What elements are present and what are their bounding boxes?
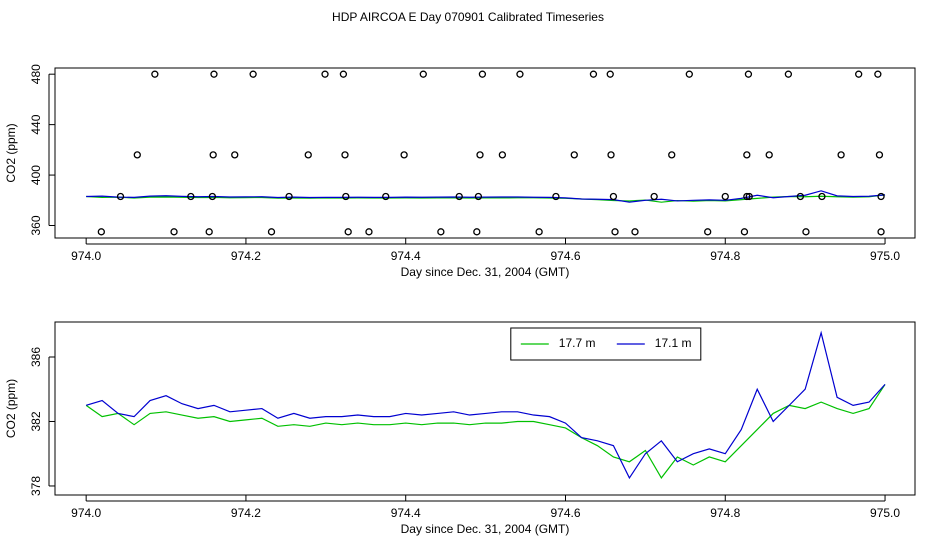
calibration-point [765,151,773,159]
x-tick-label: 974.6 [550,506,580,520]
calibration-point [267,228,276,236]
x-tick-label: 974.4 [391,506,421,520]
calibration-point [685,70,693,78]
calibration-point [97,228,105,236]
calibration-point [208,192,217,201]
y-tick-label: 382 [29,411,43,431]
x-tick-label: 974.0 [71,249,101,263]
calibration-point [607,151,615,159]
y-tick-label: 400 [29,165,43,185]
calibration-point [304,151,312,159]
legend-label: 17.7 m [559,336,596,350]
calibration-point [818,192,826,201]
calibration-point [339,70,348,78]
calibration-point [552,192,560,201]
calibration-point [116,192,125,201]
x-tick-label: 974.2 [231,506,261,520]
calibration-point [744,70,753,78]
calibration-point [419,70,427,78]
legend: 17.7 m 17.1 m [510,327,702,361]
calibration-point [650,192,658,201]
calibration-point [796,192,805,201]
calibration-point [341,151,349,159]
y-tick-label: 480 [29,64,43,84]
calibration-point [231,151,239,159]
calibration-point [606,70,614,78]
x-tick-label: 974.8 [710,506,740,520]
chart-title: HDP AIRCOA E Day 070901 Calibrated Times… [332,10,604,24]
calibration-point [455,192,463,201]
calibration-point [740,228,749,236]
calibration-point [476,151,484,159]
calibration-point [877,192,885,201]
calibration-point [342,192,350,201]
calibration-point [478,70,487,78]
calibration-point [535,228,543,236]
calibration-point [437,228,445,236]
plot-frame [54,321,916,496]
calibration-point [609,192,618,201]
calibration-point [855,70,863,78]
calibration-point [516,70,524,78]
calibration-point [611,228,619,236]
legend-label: 17.1 m [655,336,692,350]
calibration-point [365,228,373,236]
y-tick-label: 360 [29,215,43,235]
calibration-point [498,151,507,159]
x-tick-label: 974.8 [710,249,740,263]
calibration-point [210,70,218,78]
series-line [85,330,886,480]
calibration-point [133,151,141,159]
calibration-point [743,151,751,159]
calibration-point [875,151,884,159]
y-axis-title: CO2 (ppm) [4,123,18,182]
calibration-point [745,192,753,201]
x-axis-title: Day since Dec. 31, 2004 (GMT) [401,522,570,536]
calibration-point [704,228,712,236]
calibration-point [205,228,213,236]
plot-frame [54,67,916,239]
x-tick-label: 974.2 [231,249,261,263]
calibration-point [784,70,793,78]
calibration-point [474,192,483,201]
calibration-point [668,151,676,159]
calibration-point [151,70,159,78]
calibration-point [743,192,751,201]
calibration-point [321,70,329,78]
calibration-point [631,228,639,236]
y-tick-label: 378 [29,476,43,496]
calibration-point [209,151,217,159]
calibration-point [400,151,408,159]
y-tick-label: 386 [29,347,43,367]
calibration-point [382,192,390,201]
calibration-point [170,228,178,236]
calibration-point [802,228,810,236]
calibration-point [837,151,845,159]
x-tick-label: 974.4 [391,249,421,263]
series-line [86,190,886,203]
calibration-point [187,192,195,201]
x-tick-label: 975.0 [870,249,900,263]
calibration-point [570,151,578,159]
x-tick-label: 974.0 [71,506,101,520]
calibration-point [589,70,598,78]
y-tick-label: 440 [29,114,43,134]
calibration-point [721,192,729,201]
calibration-point [285,192,293,201]
x-tick-label: 975.0 [870,506,900,520]
calibration-point [874,70,882,78]
y-axis-title: CO2 (ppm) [4,379,18,438]
calibration-point [344,228,352,236]
x-tick-label: 974.6 [550,249,580,263]
calibration-point [877,228,885,236]
series-line [85,384,886,479]
calibration-point [249,70,257,78]
calibration-point [473,228,481,236]
x-axis-title: Day since Dec. 31, 2004 (GMT) [401,265,570,279]
